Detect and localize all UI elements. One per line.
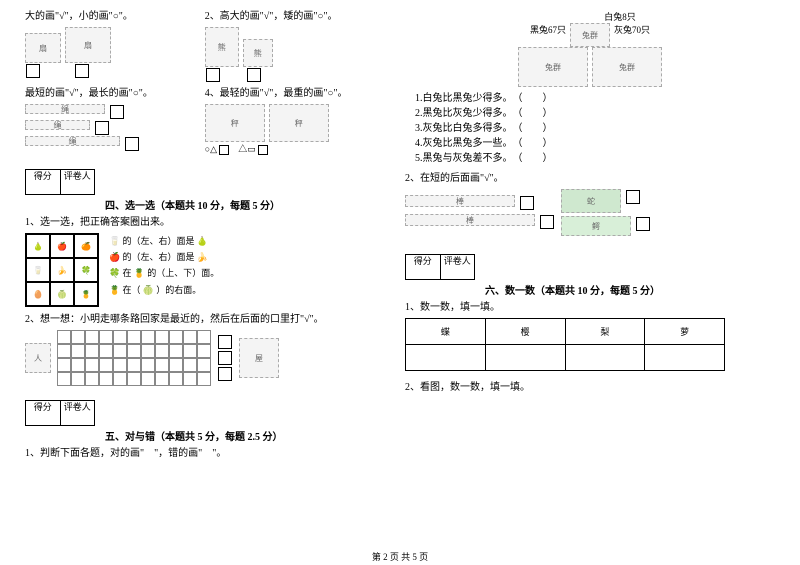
answer-cell[interactable] <box>406 345 486 371</box>
rope-icon: 绳 <box>25 104 105 114</box>
sec4-q2: 2、想一想：小明走哪条路回家是最近的，然后在后面的口里打"√"。 <box>25 313 395 327</box>
q2-text: 2、高大的画"√"，矮的画"○"。 <box>205 10 395 24</box>
answer-box[interactable] <box>258 145 268 155</box>
answer-box[interactable] <box>520 196 534 210</box>
scale-icon: 秤 <box>269 104 329 142</box>
rope-icon: 绳 <box>25 136 120 146</box>
sec5-q1: 1、判断下面各题，对的画" "，错的画" "。 <box>25 447 395 461</box>
answer-box[interactable] <box>219 145 229 155</box>
q3-q4-row: 最短的画"√"，最长的画"○"。 绳 绳 绳 4、最轻的画"√"，最重的画"○"… <box>25 87 395 155</box>
answer-cell[interactable] <box>485 345 565 371</box>
cell-cherry: 樱 <box>485 319 565 345</box>
tf2: 2.黑兔比灰兔少得多。 <box>415 108 513 119</box>
croc-icon: 鳄 <box>561 216 631 236</box>
q3-text: 最短的画"√"，最长的画"○"。 <box>25 87 201 101</box>
section6-title: 六、数一数（本题共 10 分，每题 5 分） <box>405 282 775 297</box>
page-footer: 第 2 页 共 5 页 <box>0 550 800 563</box>
opt4a: 在（ <box>122 285 140 295</box>
q1-q2-row: 大的画"√"，小的画"○"。 扇 扇 2、高大的画"√"，矮的画"○"。 熊 熊 <box>25 10 395 83</box>
grader-label: 评卷人 <box>61 401 95 425</box>
section4-title: 四、选一选（本题共 10 分，每题 5 分） <box>25 197 395 212</box>
path-grid <box>57 330 211 386</box>
opt3b: 的（上、下）面。 <box>147 268 219 278</box>
score-label: 得分 <box>26 170 61 194</box>
opt1: 的（左、右）面是 <box>122 236 194 246</box>
gray-rabbit-label: 灰兔70只 <box>614 23 650 36</box>
scale-icon: 秤 <box>205 104 265 142</box>
sec6-q1: 1、数一数，填一填。 <box>405 301 775 315</box>
bear-icon: 熊 <box>243 39 273 67</box>
answer-box[interactable] <box>95 121 109 135</box>
cell-butterfly: 蝶 <box>406 319 486 345</box>
tf4: 4.灰兔比黑兔多一些。 <box>415 138 513 149</box>
white-rabbit-label: 白兔8只 <box>604 12 636 22</box>
stick-icon: 棒 <box>405 214 535 226</box>
section-6: 得分 评卷人 六、数一数（本题共 10 分，每题 5 分） 1、数一数，填一填。… <box>405 254 775 395</box>
answer-box[interactable] <box>26 64 40 78</box>
section-5: 得分 评卷人 五、对与错（本题共 5 分，每题 2.5 分） 1、判断下面各题，… <box>25 400 395 461</box>
answer-box[interactable] <box>125 137 139 151</box>
tf1: 1.白兔比黑兔少得多。 <box>415 93 513 104</box>
score-box: 得分 评卷人 <box>25 169 95 195</box>
true-false-list: 1.白兔比黑兔少得多。（ ） 2.黑兔比灰兔少得多。（ ） 3.灰兔比白兔多得多… <box>405 91 775 166</box>
cell-pear: 梨 <box>565 319 645 345</box>
opt3a: 在 <box>122 268 131 278</box>
fan-icon: 扇 <box>65 27 111 63</box>
snake-icon: 蛇 <box>561 189 621 213</box>
rabbits-icon: 兔群 <box>592 47 662 87</box>
house-icon: 屋 <box>239 338 279 378</box>
bear-icon: 熊 <box>205 27 239 67</box>
opt4b: ）的右面。 <box>156 285 201 295</box>
grader-label: 评卷人 <box>61 170 95 194</box>
rope-icon: 绳 <box>25 120 90 130</box>
count-table: 蝶 樱 梨 萝 <box>405 318 725 371</box>
sec6-q2: 2、看图，数一数，填一填。 <box>405 381 775 395</box>
cell-carrot: 萝 <box>645 319 725 345</box>
q4-text: 4、最轻的画"√"，最重的画"○"。 <box>205 87 395 101</box>
tf5: 5.黑兔与灰兔差不多。 <box>415 153 513 164</box>
answer-box[interactable] <box>247 68 261 82</box>
answer-cell[interactable] <box>565 345 645 371</box>
position-grid: 🍐🍎🍊 🥛🍌🍀 🥚🍈🍍 <box>25 233 99 307</box>
fan-icon: 扇 <box>25 33 61 63</box>
section-4: 得分 评卷人 四、选一选（本题共 10 分，每题 5 分） 1、选一选，把正确答… <box>25 169 395 386</box>
child-icon: 人 <box>25 343 51 373</box>
rabbit-labels: 白兔8只 <box>405 10 775 23</box>
answer-box[interactable] <box>636 217 650 231</box>
score-label: 得分 <box>406 255 441 279</box>
answer-box[interactable] <box>218 367 232 381</box>
q1-text: 大的画"√"，小的画"○"。 <box>25 10 201 24</box>
answer-box[interactable] <box>206 68 220 82</box>
worksheet-page: 大的画"√"，小的画"○"。 扇 扇 2、高大的画"√"，矮的画"○"。 熊 熊 <box>25 10 775 530</box>
answer-box[interactable] <box>75 64 89 78</box>
right-q2: 2、在短的后面画"√"。 <box>405 172 775 186</box>
score-box: 得分 评卷人 <box>405 254 475 280</box>
rabbits-icon: 兔群 <box>518 47 588 87</box>
opt2: 的（左、右）面是 <box>122 252 194 262</box>
right-column: 白兔8只 黑兔67只 兔群 灰兔70只 兔群 兔群 1.白兔比黑兔少得多。（ ）… <box>405 10 775 530</box>
answer-box[interactable] <box>540 215 554 229</box>
score-label: 得分 <box>26 401 61 425</box>
stick-icon: 棒 <box>405 195 515 207</box>
rabbits-icon: 兔群 <box>570 23 610 47</box>
answer-cell[interactable] <box>645 345 725 371</box>
sec4-q1: 1、选一选，把正确答案圈出来。 <box>25 216 395 230</box>
score-box: 得分 评卷人 <box>25 400 95 426</box>
section5-title: 五、对与错（本题共 5 分，每题 2.5 分） <box>25 428 395 443</box>
black-rabbit-label: 黑兔67只 <box>530 23 566 36</box>
answer-box[interactable] <box>110 105 124 119</box>
answer-box[interactable] <box>626 190 640 204</box>
tf3: 3.灰兔比白兔多得多。 <box>415 123 513 134</box>
answer-box[interactable] <box>218 335 232 349</box>
answer-box[interactable] <box>218 351 232 365</box>
grader-label: 评卷人 <box>441 255 475 279</box>
left-column: 大的画"√"，小的画"○"。 扇 扇 2、高大的画"√"，矮的画"○"。 熊 熊 <box>25 10 395 530</box>
